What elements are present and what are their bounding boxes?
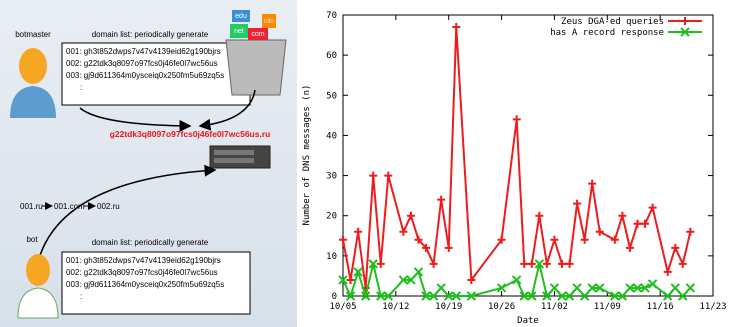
x-tick-label: 10/26 <box>488 302 515 312</box>
y-tick-label: 40 <box>326 131 337 141</box>
y-tick-label: 50 <box>326 91 337 101</box>
x-tick-label: 10/12 <box>382 302 409 312</box>
legend-label: has A record response <box>550 28 664 38</box>
x-tick-label: 11/23 <box>699 302 726 312</box>
legend-label: Zeus DGA-ed queries <box>561 17 664 27</box>
page: botmaster domain list: periodically gene… <box>0 0 738 327</box>
y-axis-label: Number of DNS messages (n) <box>302 85 312 226</box>
y-tick-label: 0 <box>332 292 337 302</box>
x-axis-label: Date <box>517 316 539 326</box>
y-tick-label: 30 <box>326 172 337 182</box>
y-tick-label: 70 <box>326 11 337 21</box>
y-tick-label: 20 <box>326 212 337 222</box>
x-tick-label: 11/02 <box>541 302 568 312</box>
x-tick-label: 11/16 <box>647 302 674 312</box>
x-tick-label: 10/19 <box>435 302 462 312</box>
y-tick-label: 60 <box>326 51 337 61</box>
chart: Number of DNS messages (n) Date 0 10 20 30 4… <box>0 0 738 327</box>
y-tick-label: 10 <box>326 252 337 262</box>
x-tick-label: 10/05 <box>329 302 356 312</box>
x-tick-label: 11/09 <box>594 302 621 312</box>
